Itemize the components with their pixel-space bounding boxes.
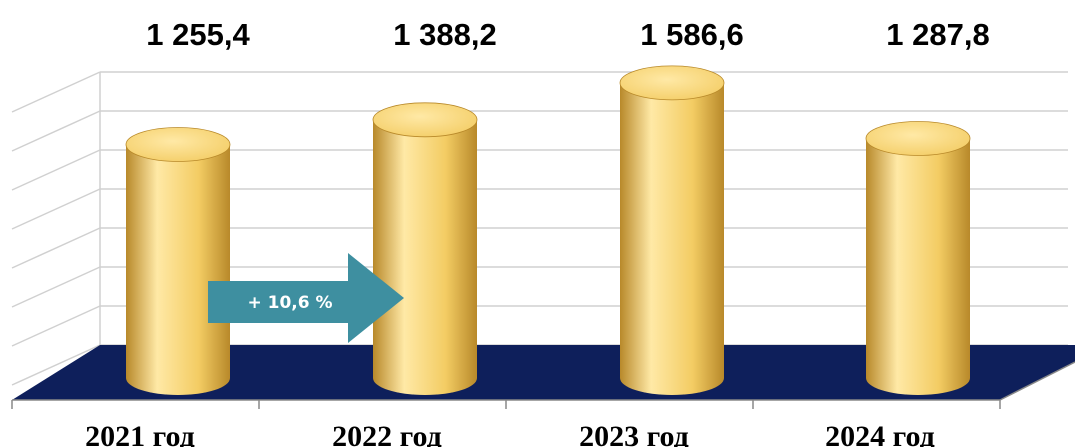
floor [12, 345, 1075, 400]
value-label: 1 287,8 [886, 17, 989, 52]
gridline-side [11, 227, 101, 269]
value-label: 1 255,4 [146, 17, 250, 52]
annotation-label: + 10,6 % [247, 293, 332, 313]
category-label: 2021 год [85, 420, 195, 447]
floor-layer [11, 345, 1075, 409]
gridline-side [11, 110, 101, 152]
bar-top [619, 65, 725, 101]
bar-layer [125, 65, 971, 396]
category-label: 2022 год [332, 420, 442, 447]
gridline-side [11, 188, 101, 230]
value-label: 1 586,6 [640, 17, 743, 52]
bar [619, 65, 725, 396]
gridline-side [11, 149, 101, 191]
bar-top [125, 127, 231, 162]
bar-body [373, 119, 477, 395]
bar-top [372, 102, 478, 138]
annotation-arrow: + 10,6 % [208, 253, 404, 343]
gridline-side [11, 344, 101, 386]
bar-body [620, 82, 724, 396]
bar [372, 102, 478, 395]
x-axis-depth-line [999, 361, 1075, 401]
bar-body [126, 144, 230, 395]
gridline-side [11, 71, 101, 113]
bar [865, 121, 971, 396]
label-layer: 1 255,4 2021 год 1 388,2 2022 год 1 586,6 202… [85, 17, 990, 447]
bar [125, 127, 231, 395]
arrow-shape [208, 253, 404, 343]
category-label: 2023 год [579, 420, 689, 447]
bar-body [866, 138, 970, 396]
bar-top [865, 121, 971, 156]
gridline-side [11, 305, 101, 347]
category-label: 2024 год [825, 420, 935, 447]
gridline-side [11, 266, 101, 308]
value-label: 1 388,2 [393, 17, 496, 52]
